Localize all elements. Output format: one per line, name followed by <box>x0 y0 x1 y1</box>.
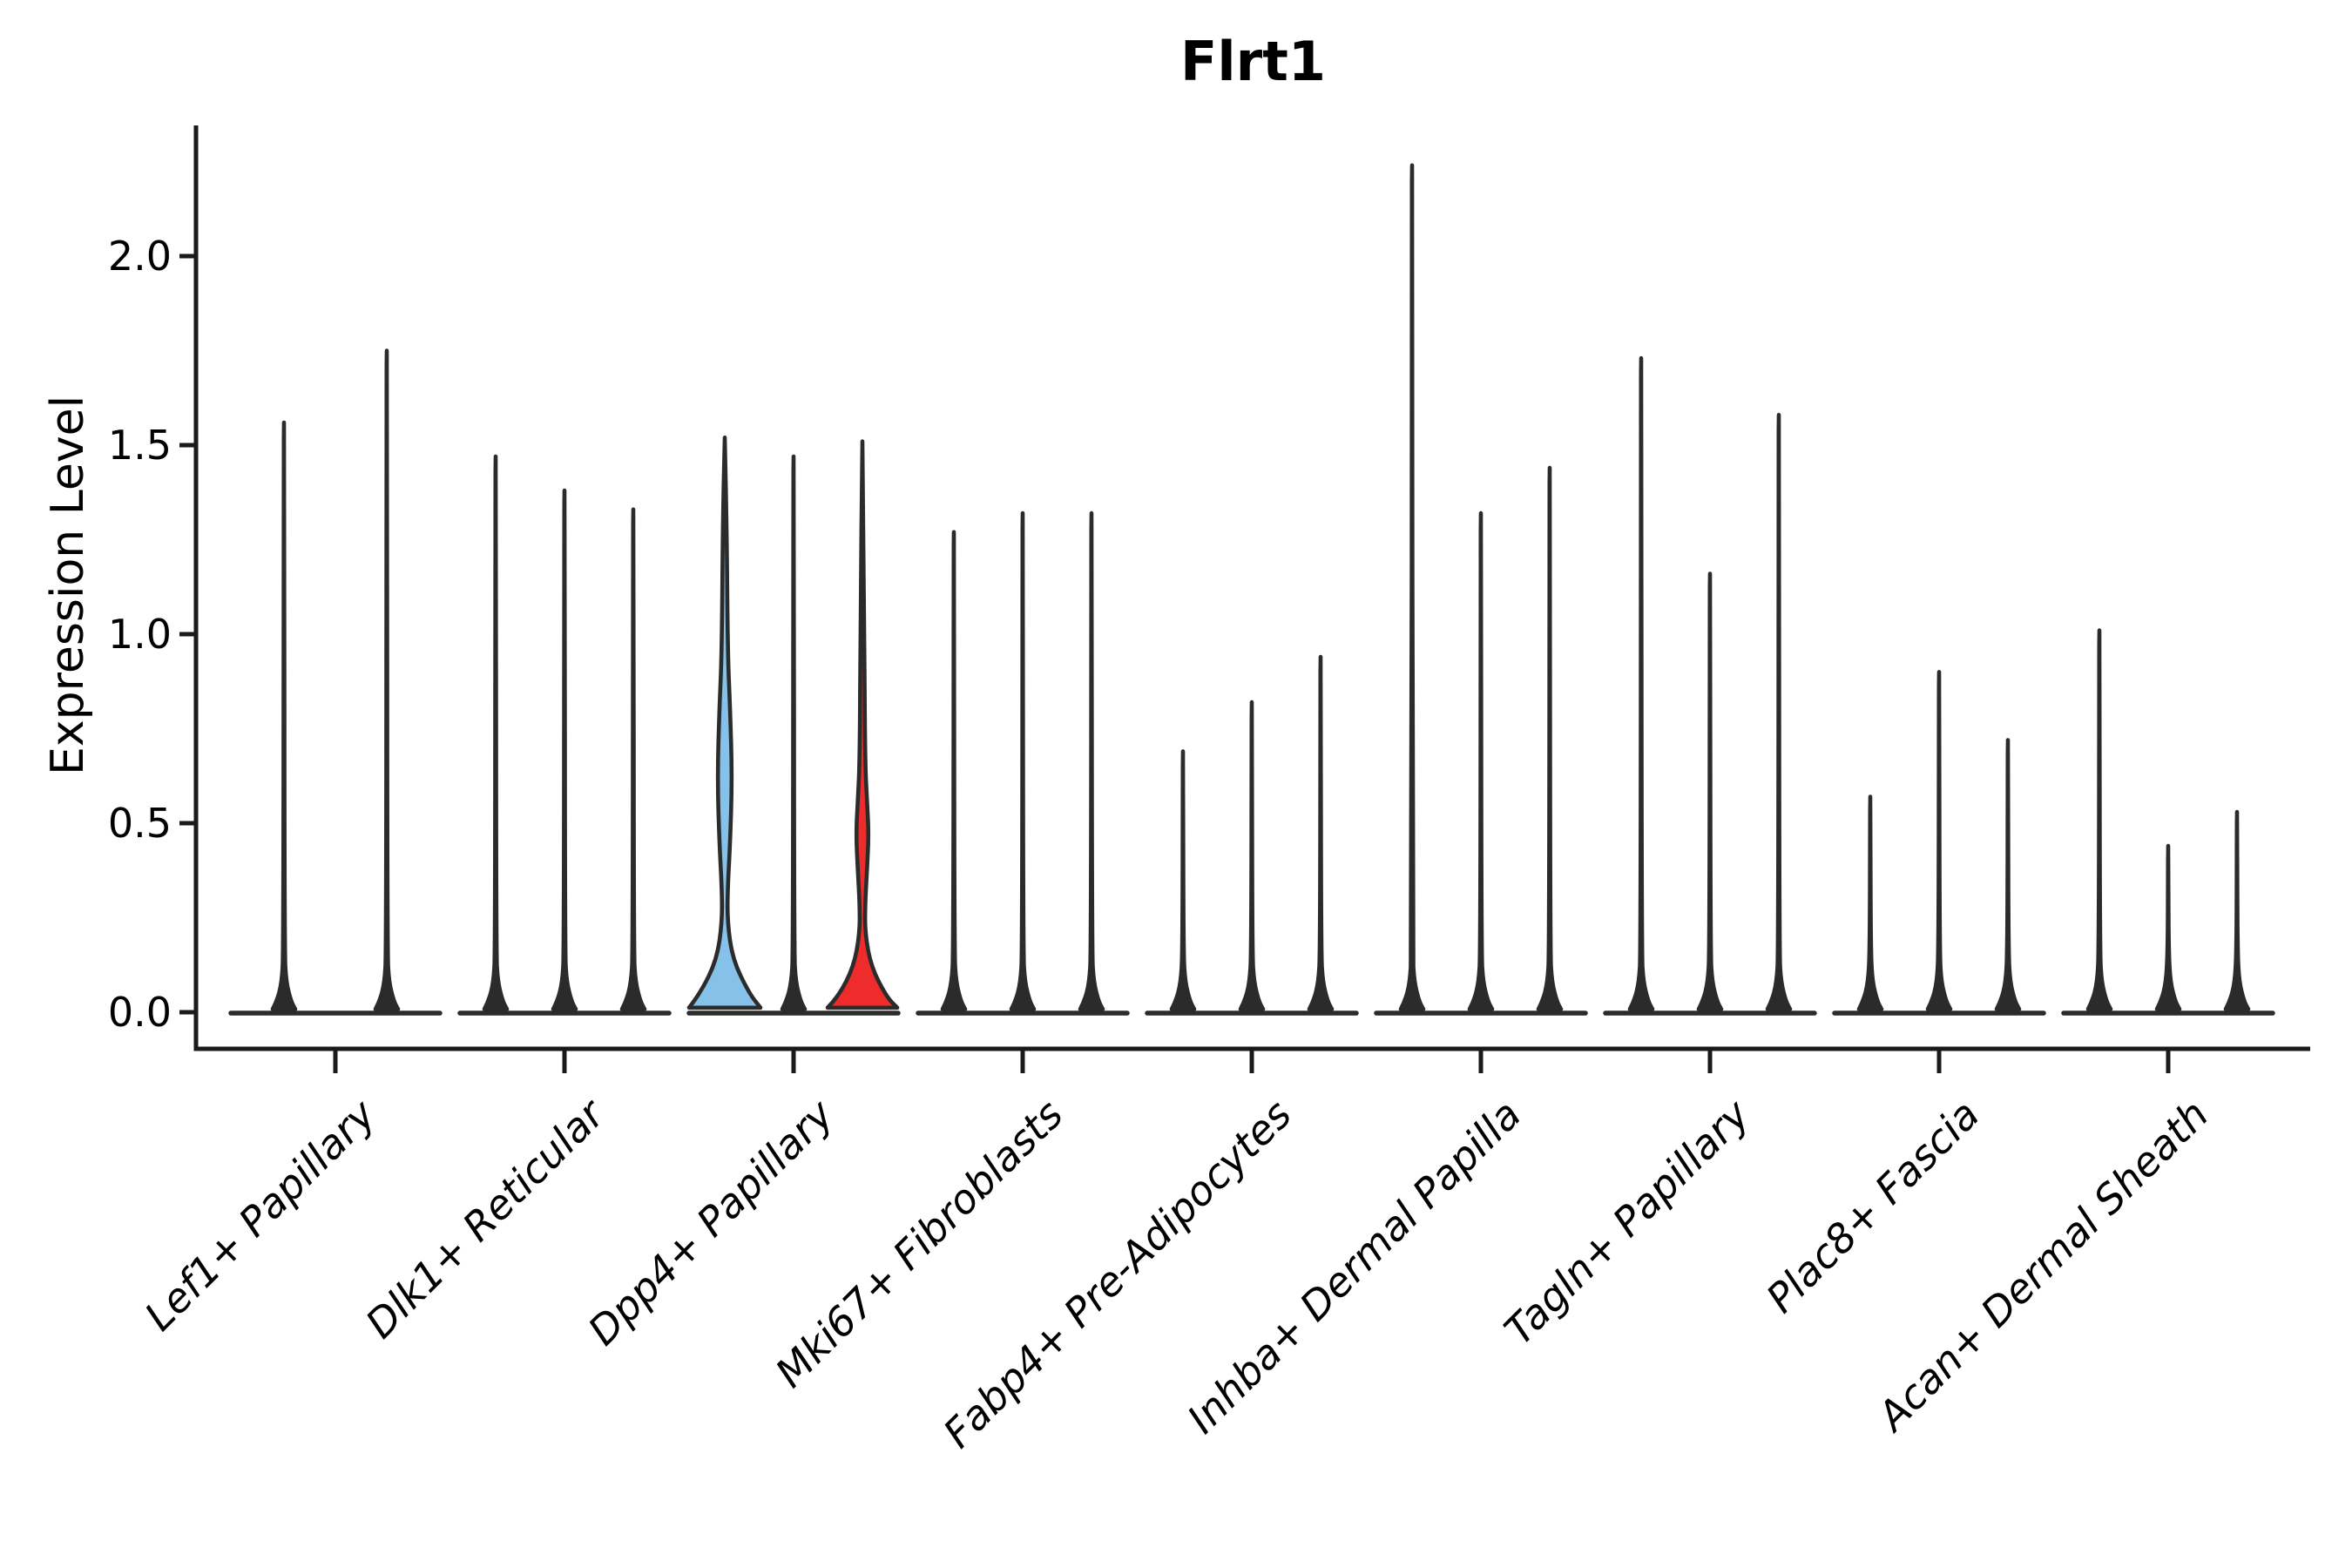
violin-shape <box>825 439 900 1010</box>
y-tick-label: 0.0 <box>107 989 172 1036</box>
violin-shape <box>2154 843 2182 1011</box>
violin-shape <box>1467 510 1495 1011</box>
violin-shape <box>1856 794 1884 1011</box>
violin-shape <box>1009 510 1037 1011</box>
y-tick-label: 1.0 <box>107 611 172 658</box>
violin-shape <box>2085 628 2113 1011</box>
violin-shape <box>780 454 808 1011</box>
y-tick-label: 0.5 <box>107 800 172 847</box>
violin-shape <box>619 507 647 1011</box>
violin-shape <box>1696 571 1724 1011</box>
y-tick-label: 1.5 <box>107 422 172 469</box>
violin-shape <box>373 348 401 1011</box>
chart-title: Flrt1 <box>1180 30 1326 93</box>
y-tick-label: 2.0 <box>107 233 172 280</box>
violin-shape <box>940 530 968 1011</box>
violin-shape <box>1925 670 1953 1011</box>
violin-shape <box>1994 738 2022 1011</box>
violin-shape <box>1398 163 1426 1011</box>
violin-shape <box>1078 510 1105 1011</box>
violin-shape <box>270 420 298 1011</box>
violin-shape <box>1169 749 1197 1011</box>
violin-shape <box>2223 809 2251 1011</box>
violin-shape <box>1765 413 1793 1011</box>
violin-shape <box>1627 355 1655 1011</box>
violin-shape <box>551 488 578 1011</box>
violin-shape <box>1307 654 1335 1011</box>
violin-shape <box>686 436 763 1010</box>
violin-shape <box>482 454 510 1011</box>
violin-shape <box>1536 465 1564 1011</box>
violin-shape <box>1238 700 1266 1011</box>
